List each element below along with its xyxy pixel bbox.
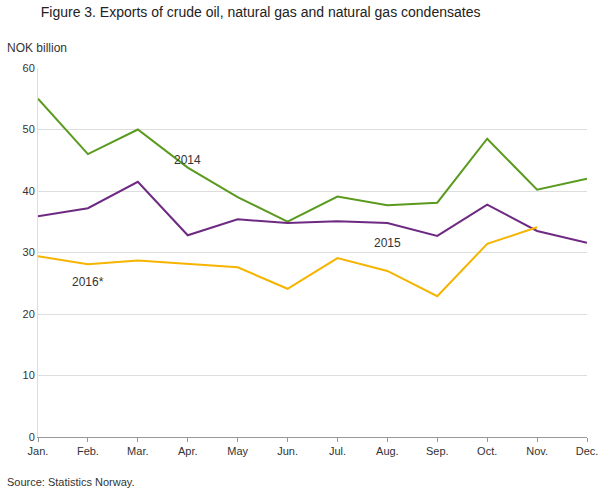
svg-text:0: 0 — [29, 431, 35, 443]
svg-text:Source: Statistics Norway.: Source: Statistics Norway. — [7, 476, 135, 488]
svg-text:Oct.: Oct. — [477, 445, 497, 457]
svg-text:Jun.: Jun. — [277, 445, 298, 457]
svg-text:Figure 3. Exports of crude oil: Figure 3. Exports of crude oil, natural … — [41, 4, 481, 20]
svg-text:Jan.: Jan. — [28, 445, 49, 457]
svg-text:Mar.: Mar. — [127, 445, 148, 457]
svg-text:20: 20 — [23, 308, 35, 320]
svg-text:Nov.: Nov. — [526, 445, 548, 457]
svg-text:Jul.: Jul. — [329, 445, 346, 457]
svg-text:60: 60 — [23, 62, 35, 74]
svg-text:2014: 2014 — [174, 153, 201, 167]
svg-text:50: 50 — [23, 123, 35, 135]
svg-text:Sep.: Sep. — [426, 445, 449, 457]
svg-text:10: 10 — [23, 369, 35, 381]
svg-text:Feb.: Feb. — [77, 445, 99, 457]
svg-text:Aug.: Aug. — [376, 445, 399, 457]
svg-text:2015: 2015 — [374, 236, 401, 250]
svg-text:Dec.: Dec. — [576, 445, 599, 457]
svg-text:NOK billion: NOK billion — [7, 41, 67, 55]
svg-text:May: May — [227, 445, 248, 457]
svg-text:40: 40 — [23, 185, 35, 197]
svg-text:Apr.: Apr. — [178, 445, 198, 457]
svg-text:30: 30 — [23, 246, 35, 258]
svg-text:2016*: 2016* — [72, 275, 104, 289]
